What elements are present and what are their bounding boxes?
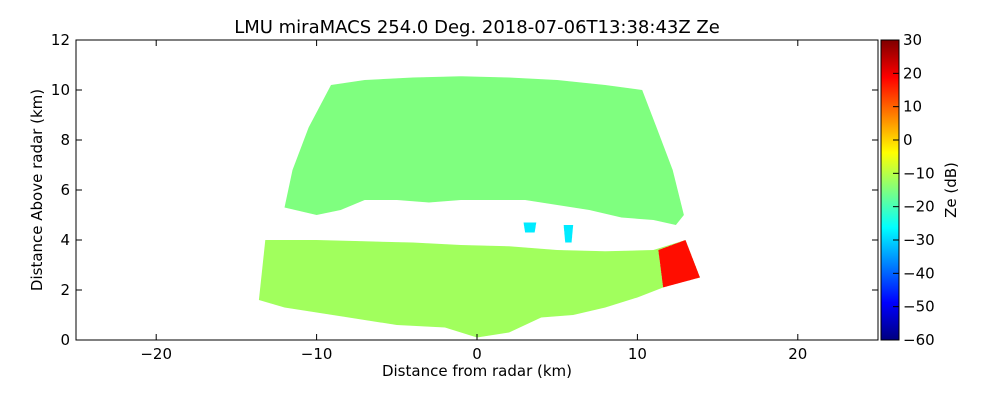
colorbar-tick-label: 20 — [903, 64, 922, 82]
reflectivity-regions — [258, 76, 700, 338]
colorbar-tick-label: −40 — [903, 264, 935, 282]
colorbar-tick-label: 10 — [903, 98, 922, 116]
x-tick-label: −10 — [301, 345, 333, 363]
y-tick-label: 8 — [60, 131, 70, 149]
colorbar: 30 20 10 0 −10 −20 −30 −40 −50 −60 Ze (dB) — [880, 31, 960, 349]
y-axis-ticks: 0 2 4 6 8 10 12 — [51, 31, 878, 349]
y-axis-label: Distance Above radar (km) — [28, 89, 46, 291]
colorbar-tick-label: 0 — [903, 131, 913, 149]
y-tick-label: 2 — [60, 281, 70, 299]
small-echo-patch-1 — [523, 222, 537, 233]
lower-cloud-layer — [258, 240, 700, 338]
colorbar-tick-label: −20 — [903, 198, 935, 216]
colorbar-tick-label: −30 — [903, 231, 935, 249]
y-tick-label: 6 — [60, 181, 70, 199]
colorbar-tick-label: 30 — [903, 31, 922, 49]
colorbar-tick-label: −10 — [903, 164, 935, 182]
high-reflectivity-core — [658, 240, 700, 288]
small-echo-patch-2 — [563, 225, 574, 243]
y-tick-label: 0 — [60, 331, 70, 349]
x-tick-label: 10 — [628, 345, 647, 363]
colorbar-ticks: 30 20 10 0 −10 −20 −30 −40 −50 −60 — [893, 31, 935, 349]
colorbar-tick-label: −60 — [903, 331, 935, 349]
plot-area — [75, 39, 879, 341]
upper-cloud-layer — [284, 76, 684, 225]
x-tick-label: 0 — [472, 345, 482, 363]
y-tick-label: 12 — [51, 31, 70, 49]
y-tick-label: 4 — [60, 231, 70, 249]
x-tick-label: 20 — [788, 345, 807, 363]
colorbar-gradient — [880, 39, 900, 341]
x-axis-label: Distance from radar (km) — [382, 362, 572, 380]
y-tick-label: 10 — [51, 81, 70, 99]
x-axis-ticks: −20 −10 0 10 20 — [140, 40, 807, 363]
chart-title: LMU miraMACS 254.0 Deg. 2018-07-06T13:38… — [234, 17, 720, 38]
x-tick-label: −20 — [140, 345, 172, 363]
colorbar-tick-label: −50 — [903, 298, 935, 316]
colorbar-label: Ze (dB) — [942, 162, 960, 218]
